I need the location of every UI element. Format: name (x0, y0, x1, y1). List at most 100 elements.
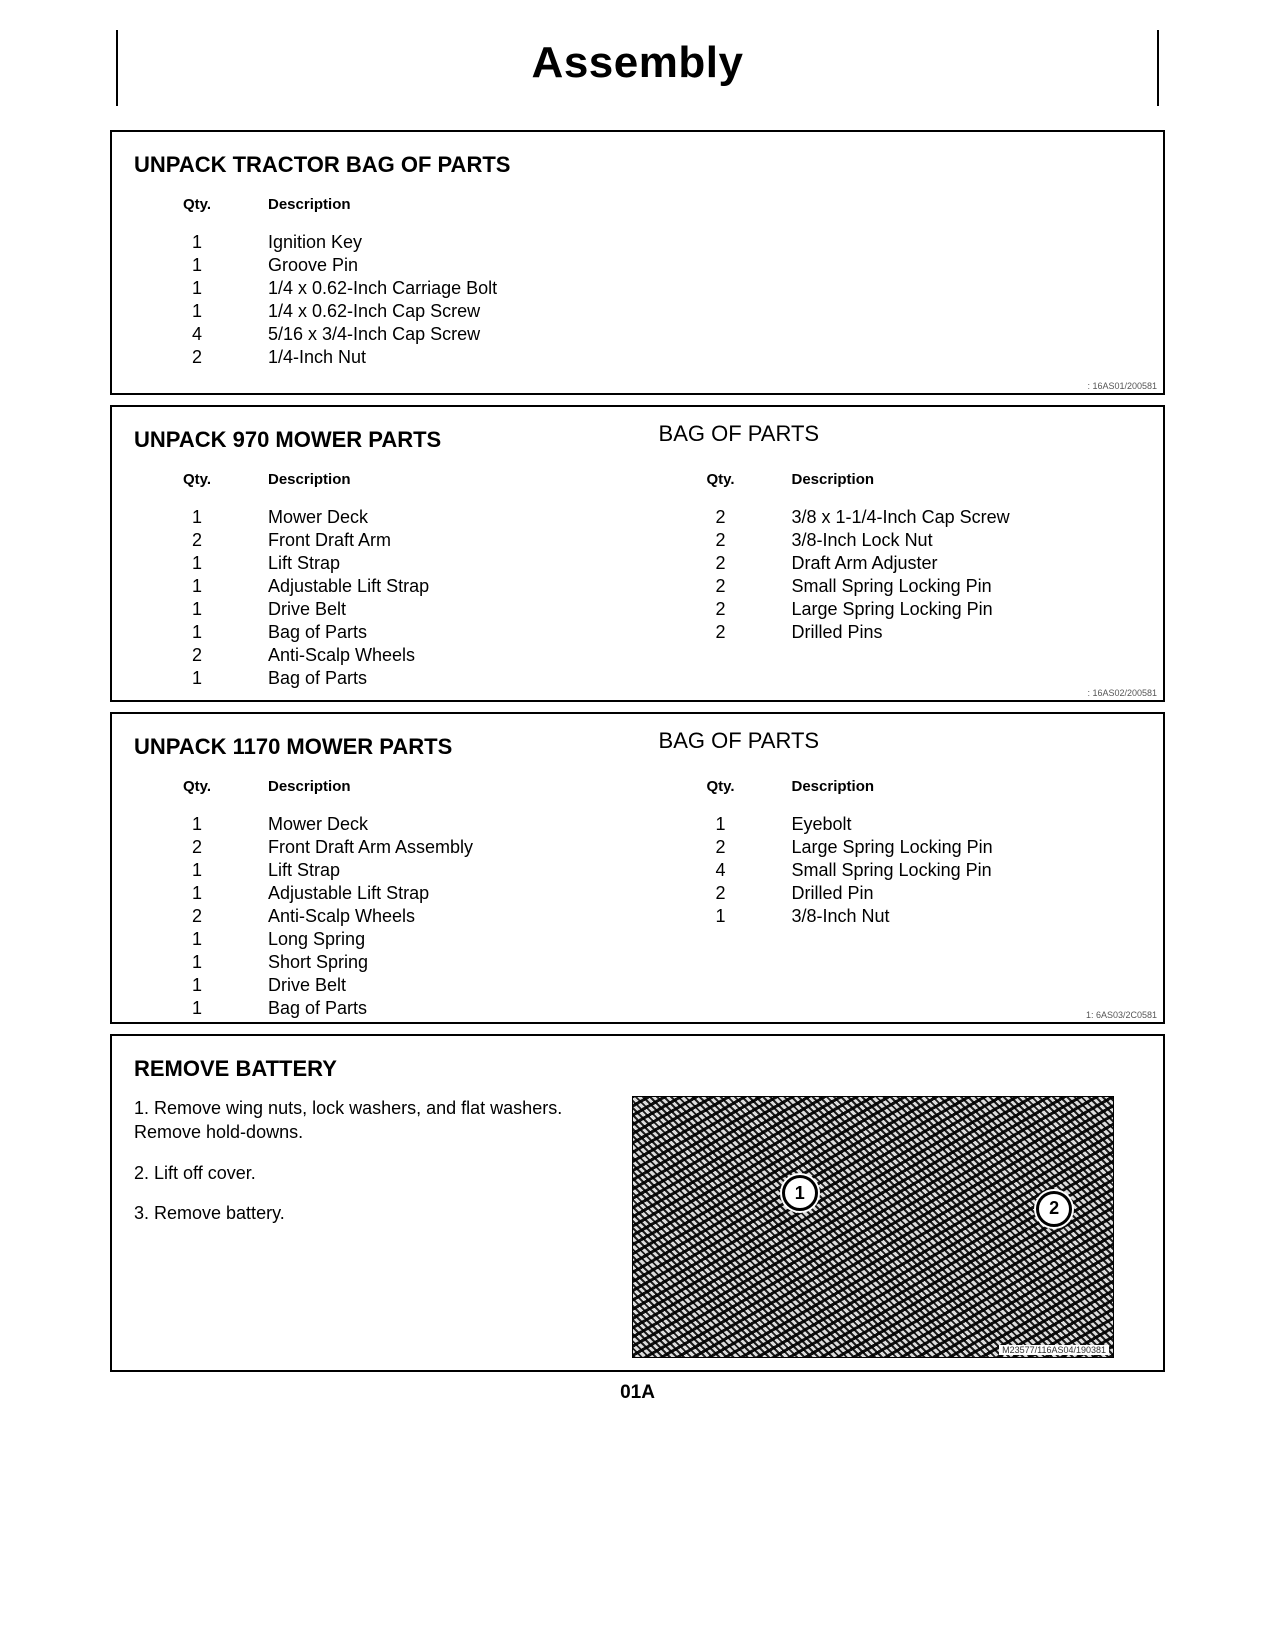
cell-desc: Lift Strap (260, 552, 618, 575)
cell-desc: Front Draft Arm (260, 529, 618, 552)
cell-qty: 2 (658, 882, 784, 905)
cell-qty: 1 (134, 598, 260, 621)
cell-desc: Mower Deck (260, 506, 618, 529)
cell-desc: Long Spring (260, 928, 618, 951)
cell-qty: 1 (134, 667, 260, 690)
page-number: 01A (110, 1382, 1165, 1404)
cell-qty: 1 (134, 997, 260, 1020)
cell-desc: Adjustable Lift Strap (260, 882, 618, 905)
table-row: 21/4-Inch Nut (134, 346, 618, 369)
col-qty: Qty. (134, 192, 260, 231)
section-heading: UNPACK 970 MOWER PARTS (134, 427, 1141, 453)
cell-desc: 3/8 x 1-1/4-Inch Cap Screw (784, 506, 1142, 529)
cell-qty: 1 (134, 813, 260, 836)
parts-table: Qty. Description 1Ignition Key1Groove Pi… (134, 192, 618, 369)
step-list: 1. Remove wing nuts, lock washers, and f… (134, 1096, 614, 1241)
table-row: 1Long Spring (134, 928, 618, 951)
table-row: 11/4 x 0.62-Inch Cap Screw (134, 300, 618, 323)
cell-desc: Short Spring (260, 951, 618, 974)
cell-desc: Lift Strap (260, 859, 618, 882)
section-heading: UNPACK 1170 MOWER PARTS (134, 734, 1141, 760)
step-text: 1. Remove wing nuts, lock washers, and f… (134, 1096, 614, 1145)
cell-desc: Small Spring Locking Pin (784, 859, 1142, 882)
table-row: 1Mower Deck (134, 506, 618, 529)
cell-desc: Small Spring Locking Pin (784, 575, 1142, 598)
section-970: UNPACK 970 MOWER PARTS BAG OF PARTS Qty.… (110, 405, 1165, 702)
battery-illustration: 1 2 M23577/116AS04/190381 (632, 1096, 1114, 1358)
cell-desc: 3/8-Inch Nut (784, 905, 1142, 928)
col-qty: Qty. (658, 467, 784, 506)
cell-desc: Front Draft Arm Assembly (260, 836, 618, 859)
table-row: 2Large Spring Locking Pin (658, 598, 1142, 621)
cell-qty: 1 (134, 974, 260, 997)
cell-desc: Large Spring Locking Pin (784, 836, 1142, 859)
parts-table: Qty. Description 1Eyebolt2Large Spring L… (658, 774, 1142, 928)
image-ref-code: M23577/116AS04/190381 (999, 1345, 1109, 1355)
table-body: 1Mower Deck2Front Draft Arm1Lift Strap1A… (134, 506, 618, 690)
cell-desc: Groove Pin (260, 254, 618, 277)
section-heading: REMOVE BATTERY (134, 1056, 1141, 1082)
cell-qty: 2 (658, 836, 784, 859)
col-desc: Description (784, 774, 1142, 813)
section-heading: UNPACK TRACTOR BAG OF PARTS (134, 152, 1141, 178)
table-row: 1Bag of Parts (134, 997, 618, 1020)
cell-qty: 1 (134, 552, 260, 575)
table-row: 1Adjustable Lift Strap (134, 575, 618, 598)
cell-desc: Drive Belt (260, 974, 618, 997)
section-subheading: BAG OF PARTS (659, 728, 820, 754)
table-row: 2Drilled Pin (658, 882, 1142, 905)
cell-desc: Mower Deck (260, 813, 618, 836)
table-body: 1Eyebolt2Large Spring Locking Pin4Small … (658, 813, 1142, 928)
parts-table: Qty. Description 1Mower Deck2Front Draft… (134, 467, 618, 690)
cell-desc: Large Spring Locking Pin (784, 598, 1142, 621)
cell-qty: 2 (134, 905, 260, 928)
cell-qty: 1 (134, 859, 260, 882)
col-desc: Description (784, 467, 1142, 506)
section-1170: UNPACK 1170 MOWER PARTS BAG OF PARTS Qty… (110, 712, 1165, 1024)
cell-qty: 1 (134, 882, 260, 905)
table-row: 2Front Draft Arm Assembly (134, 836, 618, 859)
table-row: 11/4 x 0.62-Inch Carriage Bolt (134, 277, 618, 300)
step-text: 2. Lift off cover. (134, 1161, 614, 1185)
table-row: 1Bag of Parts (134, 621, 618, 644)
cell-qty: 2 (134, 836, 260, 859)
ref-code: 1: 6AS03/2C0581 (1086, 1010, 1157, 1020)
table-row: 13/8-Inch Nut (658, 905, 1142, 928)
table-row: 1Ignition Key (134, 231, 618, 254)
table-row: 2Anti-Scalp Wheels (134, 905, 618, 928)
table-body: 23/8 x 1-1/4-Inch Cap Screw23/8-Inch Loc… (658, 506, 1142, 644)
table-row: 2Front Draft Arm (134, 529, 618, 552)
cell-qty: 1 (134, 254, 260, 277)
title-region: Assembly (116, 30, 1159, 106)
table-row: 2Large Spring Locking Pin (658, 836, 1142, 859)
cell-desc: 5/16 x 3/4-Inch Cap Screw (260, 323, 618, 346)
table-row: 1Lift Strap (134, 552, 618, 575)
cell-qty: 1 (134, 277, 260, 300)
step-text: 3. Remove battery. (134, 1201, 614, 1225)
cell-qty: 2 (658, 506, 784, 529)
table-row: 4Small Spring Locking Pin (658, 859, 1142, 882)
cell-qty: 2 (134, 529, 260, 552)
table-body: 1Mower Deck2Front Draft Arm Assembly1Lif… (134, 813, 618, 1020)
col-qty: Qty. (134, 467, 260, 506)
table-row: 1Adjustable Lift Strap (134, 882, 618, 905)
table-row: 1Drive Belt (134, 598, 618, 621)
cell-qty: 4 (658, 859, 784, 882)
table-row: 2Anti-Scalp Wheels (134, 644, 618, 667)
table-row: 1Eyebolt (658, 813, 1142, 836)
section-subheading: BAG OF PARTS (659, 421, 820, 447)
callout-1: 1 (782, 1175, 818, 1211)
cell-qty: 4 (134, 323, 260, 346)
cell-desc: Drive Belt (260, 598, 618, 621)
col-qty: Qty. (658, 774, 784, 813)
cell-qty: 2 (658, 552, 784, 575)
section-tractor-bag: UNPACK TRACTOR BAG OF PARTS Qty. Descrip… (110, 130, 1165, 395)
cell-desc: 1/4 x 0.62-Inch Cap Screw (260, 300, 618, 323)
table-row: 1Lift Strap (134, 859, 618, 882)
cell-qty: 2 (134, 346, 260, 369)
cell-desc: Drilled Pins (784, 621, 1142, 644)
cell-desc: Anti-Scalp Wheels (260, 644, 618, 667)
col-desc: Description (260, 192, 618, 231)
callout-2: 2 (1036, 1191, 1072, 1227)
cell-desc: Draft Arm Adjuster (784, 552, 1142, 575)
